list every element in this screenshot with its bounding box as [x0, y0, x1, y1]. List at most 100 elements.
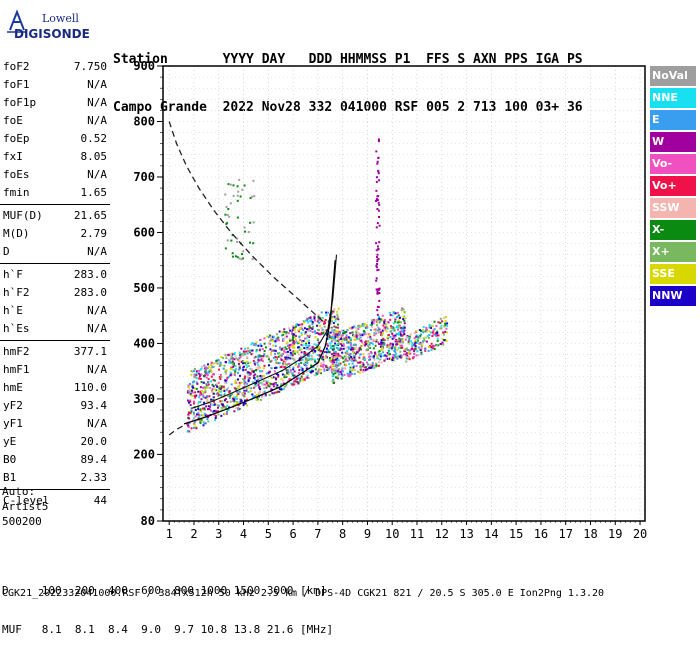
echo-point	[244, 230, 247, 233]
echo-point	[408, 358, 411, 361]
echo-point	[394, 312, 397, 315]
echo-point	[373, 328, 376, 331]
echo-point	[318, 347, 321, 350]
echo-point	[384, 354, 387, 357]
echo-point	[204, 422, 207, 425]
echo-point	[192, 370, 195, 373]
echo-point	[397, 326, 400, 329]
echo-point	[236, 390, 239, 393]
echo-point	[373, 355, 376, 358]
echo-point	[383, 359, 386, 362]
echo-point	[363, 356, 366, 359]
echo-point	[300, 332, 303, 335]
echo-point	[367, 346, 370, 349]
echo-point	[282, 364, 285, 367]
echo-point	[187, 415, 190, 418]
echo-point	[339, 362, 342, 365]
echo-point	[300, 325, 303, 328]
x-tick-label: 9	[364, 527, 371, 541]
echo-point	[350, 355, 353, 358]
echo-point	[339, 343, 342, 346]
echo-point	[305, 359, 308, 362]
echo-point	[381, 329, 384, 332]
header-line-2: Campo Grande 2022 Nov28 332 041000 RSF 0…	[113, 100, 583, 115]
echo-point	[298, 341, 301, 344]
echo-point	[302, 320, 305, 323]
echo-point	[298, 379, 301, 382]
echo-point	[306, 360, 309, 363]
echo-point	[235, 368, 238, 371]
echo-point	[187, 411, 190, 414]
echo-point	[359, 333, 362, 336]
echo-point	[407, 351, 410, 354]
echo-point	[269, 370, 272, 373]
echo-point	[231, 353, 234, 356]
echo-point	[401, 344, 404, 347]
echo-point	[252, 242, 255, 245]
echo-point	[235, 401, 238, 404]
param-label: M(D)	[3, 227, 30, 240]
echo-point	[257, 354, 260, 357]
echo-point	[281, 359, 284, 362]
echo-point	[391, 357, 394, 360]
echo-point	[382, 337, 385, 340]
echo-point	[228, 391, 231, 394]
legend-item: W	[650, 132, 696, 152]
echo-point	[425, 340, 428, 343]
echo-point	[345, 358, 348, 361]
echo-point	[293, 380, 296, 383]
echo-point	[230, 357, 233, 360]
echo-point	[243, 385, 246, 388]
echo-point	[275, 356, 278, 359]
echo-point	[281, 353, 284, 356]
echo-point	[368, 333, 371, 336]
echo-point	[391, 337, 394, 340]
echo-point	[234, 396, 237, 399]
echo-point	[329, 331, 332, 334]
echo-point	[394, 348, 397, 351]
echo-point	[434, 334, 437, 337]
echo-point	[365, 348, 368, 351]
echo-point	[195, 374, 198, 377]
echo-point	[233, 358, 236, 361]
echo-point	[375, 189, 378, 192]
echo-point	[389, 330, 392, 333]
echo-point	[257, 344, 260, 347]
echo-point	[340, 368, 343, 371]
echo-point	[381, 319, 384, 322]
echo-point	[323, 369, 326, 372]
echo-point	[202, 394, 205, 397]
param-value: 89.4	[80, 453, 108, 466]
echo-point	[363, 323, 366, 326]
echo-point	[236, 194, 239, 197]
echo-point	[308, 370, 311, 373]
echo-point	[432, 344, 435, 347]
echo-point	[249, 221, 252, 224]
echo-point	[273, 335, 276, 338]
echo-point	[413, 348, 416, 351]
echo-point	[393, 349, 396, 352]
echo-point	[235, 390, 238, 393]
echo-point	[207, 381, 210, 384]
echo-point	[237, 358, 240, 361]
echo-point	[411, 343, 414, 346]
echo-point	[261, 375, 264, 378]
echo-point	[293, 335, 296, 338]
echo-point	[353, 364, 356, 367]
echo-point	[342, 370, 345, 373]
echo-point	[333, 308, 336, 311]
echo-point	[363, 332, 366, 335]
echo-point	[259, 366, 262, 369]
echo-point	[305, 370, 308, 373]
echo-point	[375, 176, 378, 179]
echo-point	[336, 369, 339, 372]
echo-point	[334, 376, 337, 379]
echo-point	[354, 339, 357, 342]
echo-point	[199, 377, 202, 380]
echo-point	[236, 216, 239, 219]
echo-point	[337, 348, 340, 351]
echo-point	[246, 404, 249, 407]
echo-point	[402, 326, 405, 329]
param-row: hmF1 N/A	[0, 361, 110, 379]
echo-point	[311, 370, 314, 373]
